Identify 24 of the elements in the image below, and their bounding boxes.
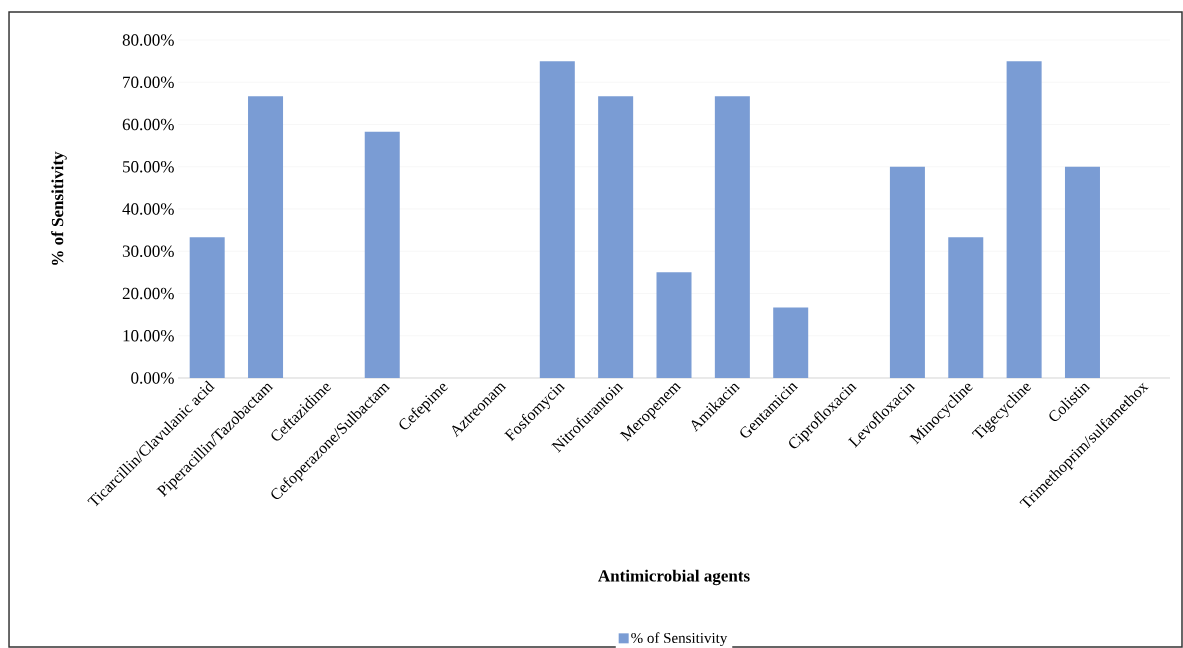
bar [248,96,284,378]
y-tick-label: 50.00% [123,160,174,173]
legend-label: % of Sensitivity [631,632,728,646]
bar [656,272,692,378]
bar [189,237,225,378]
bar [773,307,809,378]
bar [539,60,575,378]
y-tick-label: 80.00% [122,34,174,46]
x-axis-title: Antimicrobial agents [598,569,750,585]
y-axis-title: % of Sensitivity [51,151,67,265]
y-tick-label: 40.00% [122,203,174,215]
bar [714,96,750,378]
y-tick-label: 20.00% [122,287,174,300]
y-tick-label: 30.00% [122,245,174,257]
y-tick-label: 10.00% [123,329,174,342]
y-tick-label: 60.00% [122,118,174,131]
bar [889,166,925,378]
bar [598,96,634,378]
bar [1006,60,1042,378]
y-tick-label: 0.00% [131,372,174,384]
bar [1064,166,1100,378]
bar [948,237,984,378]
bar [364,131,400,378]
y-tick-label: 70.00% [123,76,174,88]
